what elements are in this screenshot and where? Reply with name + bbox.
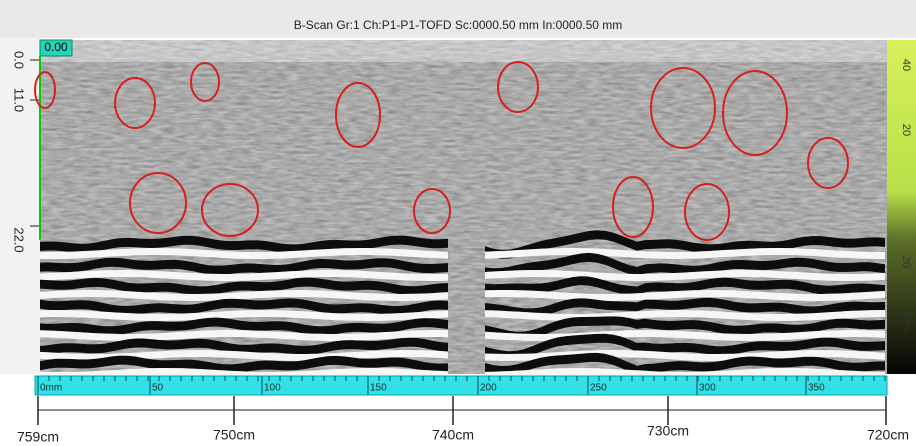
- amplitude-label: 20: [900, 124, 912, 136]
- indication-circle: [650, 67, 716, 149]
- depth-label: 22.0: [12, 227, 27, 252]
- indication-circle: [201, 183, 259, 237]
- indication-circle: [612, 176, 654, 238]
- ruler-label: 150: [370, 383, 387, 394]
- ruler-label: 100: [264, 383, 281, 394]
- amplitude-label: 40: [900, 59, 912, 71]
- position-axis: 759cm 750cm 740cm 730cm 720cm: [17, 396, 909, 445]
- ruler-label: 0mm: [40, 383, 62, 394]
- position-label: 730cm: [647, 423, 689, 439]
- ruler-ticks: 0mm 50 100 150 200 250 300 350: [37, 376, 886, 395]
- depth-label: 0.0: [12, 51, 27, 69]
- depth-labels: 0.0 11.0 22.0: [12, 51, 40, 253]
- ruler: [34, 375, 888, 396]
- position-label: 720cm: [867, 427, 909, 443]
- indication-circle: [190, 62, 220, 102]
- amplitude-label: 40%: [900, 311, 912, 333]
- ruler-label: 300: [699, 383, 716, 394]
- window-title: B-Scan Gr:1 Ch:P1-P1-TOFD Sc:0000.50 mm …: [294, 18, 623, 32]
- indication-circle: [335, 82, 381, 148]
- depth-label: 11.0: [12, 88, 27, 112]
- ruler-label: 200: [480, 383, 497, 394]
- indication-circle: [684, 183, 730, 241]
- indication-circle: [722, 70, 788, 156]
- position-label: 759cm: [17, 429, 59, 445]
- ruler-label: 350: [808, 383, 825, 394]
- indication-circle: [34, 71, 56, 109]
- amplitude-label: 20: [900, 256, 912, 268]
- amplitude-labels: 40 20 20 40%: [900, 59, 912, 333]
- indication-circle: [114, 77, 156, 129]
- title-bar: [0, 0, 916, 38]
- depth-axis: [0, 38, 40, 374]
- color-scale: [887, 40, 916, 374]
- cursor-value: 0.00: [44, 40, 68, 54]
- cursor-box: [39, 39, 73, 57]
- ruler-label: 250: [590, 383, 607, 394]
- position-label: 740cm: [432, 427, 474, 443]
- scan-noise: [40, 40, 887, 374]
- indication-circle: [807, 137, 849, 189]
- indication-circle: [413, 188, 451, 234]
- indication-circle: [497, 61, 539, 113]
- position-label: 750cm: [213, 427, 255, 443]
- indication-markers: [34, 61, 849, 241]
- ruler-label: 50: [152, 383, 164, 394]
- indication-circle: [129, 172, 187, 234]
